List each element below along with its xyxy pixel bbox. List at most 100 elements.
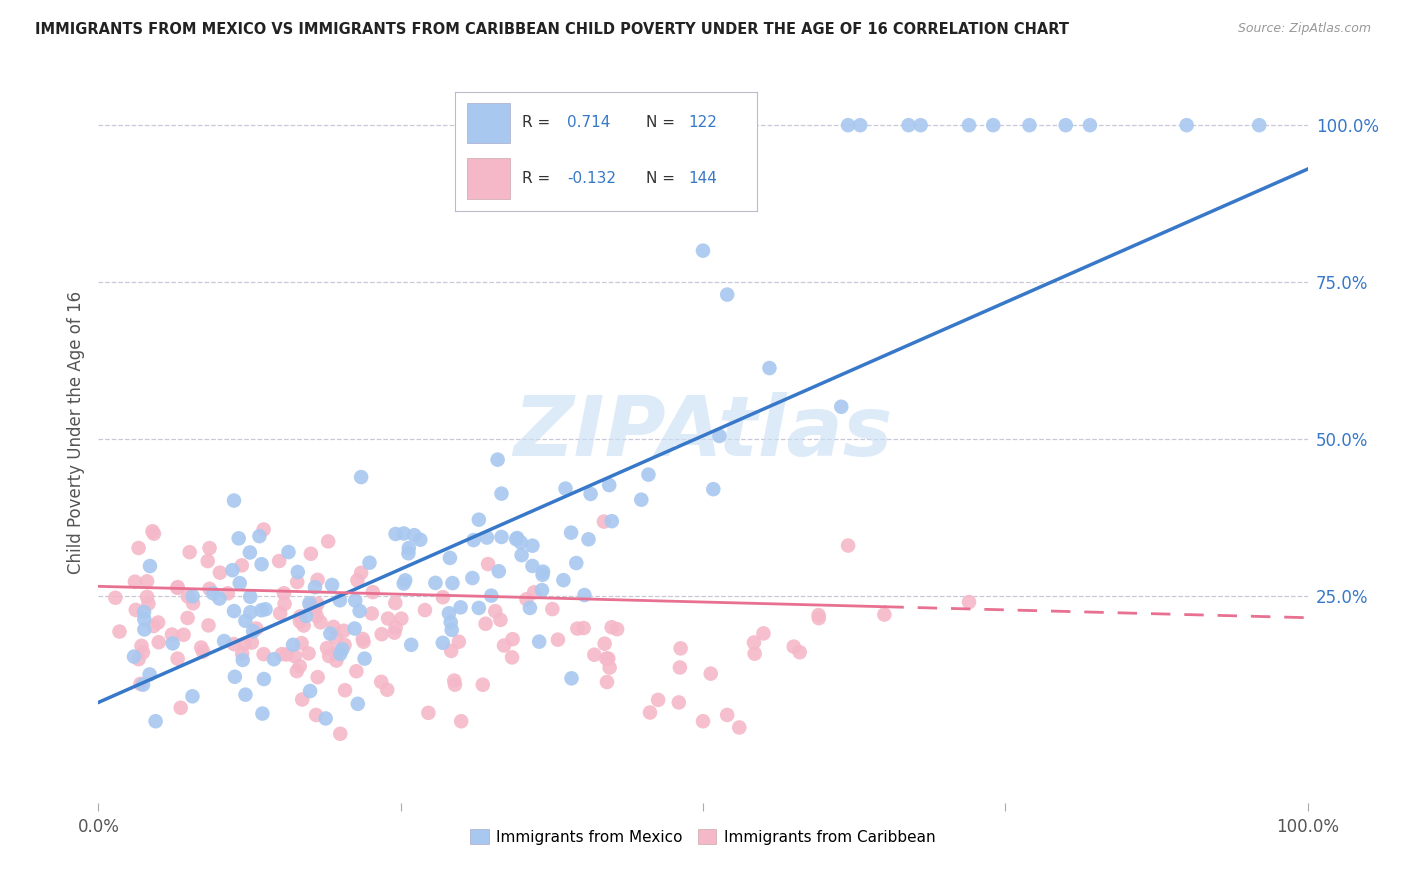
Point <box>239 545 262 559</box>
Point <box>742 635 765 649</box>
Point <box>325 654 347 668</box>
Point <box>271 647 294 661</box>
Point <box>595 651 617 665</box>
Point <box>598 651 620 665</box>
Point <box>1249 118 1271 132</box>
Point <box>125 603 148 617</box>
Point <box>807 611 830 625</box>
Point <box>239 590 262 604</box>
Point <box>522 539 544 553</box>
Point <box>307 597 329 611</box>
Point <box>475 531 498 545</box>
Point <box>489 613 512 627</box>
Point <box>1018 118 1040 132</box>
Point <box>572 621 595 635</box>
Point <box>443 673 465 688</box>
Point <box>269 607 291 621</box>
Text: ZIPAtlas: ZIPAtlas <box>513 392 893 473</box>
Point <box>285 575 308 590</box>
Point <box>250 603 273 617</box>
Point <box>122 649 145 664</box>
Point <box>783 640 806 654</box>
Point <box>343 622 366 636</box>
Point <box>399 638 422 652</box>
Point <box>506 531 529 545</box>
Point <box>531 567 554 582</box>
Point <box>394 574 416 588</box>
Point <box>288 659 311 673</box>
Point <box>631 181 654 195</box>
Point <box>134 623 156 637</box>
Point <box>509 535 531 549</box>
Point <box>441 576 464 591</box>
Point <box>1175 118 1198 132</box>
Point <box>1054 118 1077 132</box>
Point <box>252 706 274 721</box>
Point <box>298 598 321 612</box>
Point <box>269 554 291 568</box>
Point <box>560 671 582 685</box>
Point <box>142 619 165 633</box>
Point <box>630 492 652 507</box>
Point <box>471 678 494 692</box>
Point <box>370 674 392 689</box>
Point <box>849 118 872 132</box>
Point <box>208 566 231 580</box>
Point <box>522 558 544 573</box>
Point <box>329 647 352 661</box>
Point <box>173 628 195 642</box>
Point <box>181 690 204 704</box>
Point <box>132 678 155 692</box>
Point <box>486 452 509 467</box>
Point <box>190 640 212 655</box>
Point <box>319 626 342 640</box>
Point <box>716 287 738 301</box>
Point <box>321 578 343 592</box>
Point <box>488 564 510 578</box>
Point <box>181 589 204 603</box>
Point <box>198 582 221 596</box>
Point <box>229 576 252 591</box>
Point <box>346 574 368 588</box>
Point <box>273 597 295 611</box>
Point <box>600 514 623 528</box>
Point <box>370 627 392 641</box>
Point <box>297 646 319 660</box>
Point <box>463 533 485 547</box>
Point <box>104 591 127 605</box>
Point <box>384 527 406 541</box>
Point <box>162 636 184 650</box>
Point <box>530 583 553 598</box>
Point <box>129 677 152 691</box>
Point <box>290 636 312 650</box>
Point <box>249 529 271 543</box>
Point <box>830 400 852 414</box>
Point <box>450 600 472 615</box>
Point <box>240 635 263 649</box>
Point <box>359 556 381 570</box>
Point <box>197 618 219 632</box>
Point <box>250 558 273 572</box>
Point <box>432 636 454 650</box>
Point <box>531 565 554 579</box>
Point <box>212 634 235 648</box>
Point <box>491 486 513 500</box>
Point <box>221 563 243 577</box>
Point <box>752 626 775 640</box>
Point <box>450 714 472 729</box>
Point <box>439 550 461 565</box>
Point <box>353 634 375 648</box>
Point <box>541 602 564 616</box>
Point <box>807 608 830 623</box>
Point <box>307 670 329 684</box>
Point <box>567 622 589 636</box>
Point <box>322 620 344 634</box>
Point <box>197 554 219 568</box>
Point <box>352 632 374 646</box>
Point <box>353 651 375 665</box>
Point <box>447 634 470 648</box>
Point <box>418 706 440 720</box>
Point <box>166 580 188 594</box>
Point <box>316 640 339 655</box>
Point <box>333 683 356 698</box>
